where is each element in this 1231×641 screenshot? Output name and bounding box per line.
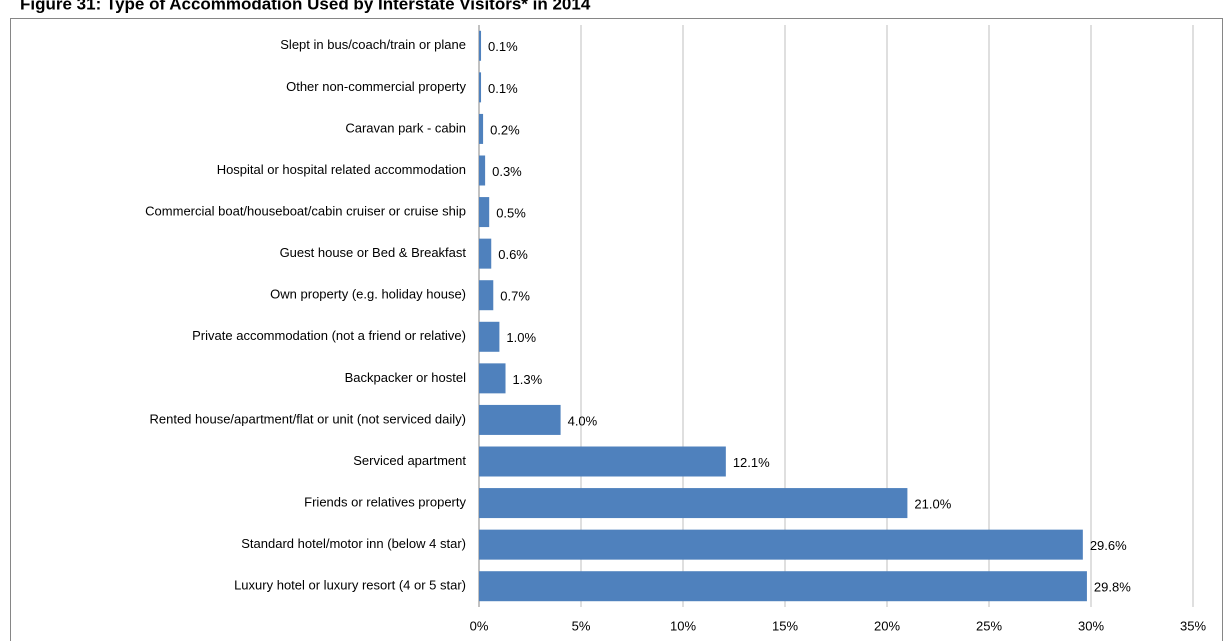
y-tick-label: Hospital or hospital related accommodati… xyxy=(217,162,466,177)
y-tick-label: Other non-commercial property xyxy=(286,79,466,94)
value-label: 4.0% xyxy=(568,413,598,428)
value-label: 0.1% xyxy=(488,81,518,96)
value-label: 12.1% xyxy=(733,455,770,470)
bar xyxy=(479,363,506,394)
value-label: 0.1% xyxy=(488,39,518,54)
x-tick-label: 10% xyxy=(670,618,696,633)
y-tick-label: Private accommodation (not a friend or r… xyxy=(192,328,466,343)
chart-title: Figure 31: Type of Accommodation Used by… xyxy=(20,0,591,13)
y-tick-label: Caravan park - cabin xyxy=(345,120,466,135)
y-tick-label: Luxury hotel or luxury resort (4 or 5 st… xyxy=(234,578,466,593)
bar xyxy=(479,280,494,311)
value-label: 0.5% xyxy=(496,206,526,221)
value-label: 0.3% xyxy=(492,164,522,179)
x-tick-label: 15% xyxy=(772,618,798,633)
x-tick-label: 0% xyxy=(470,618,489,633)
y-tick-label: Guest house or Bed & Breakfast xyxy=(280,245,467,260)
bar xyxy=(479,321,500,352)
value-label: 29.8% xyxy=(1094,580,1131,595)
bar xyxy=(479,529,1083,560)
bar xyxy=(479,155,486,186)
bar xyxy=(479,30,482,61)
bar xyxy=(479,488,908,519)
bar xyxy=(479,197,490,228)
y-tick-label: Friends or relatives property xyxy=(304,495,466,510)
bar xyxy=(479,238,492,269)
value-label: 1.0% xyxy=(506,330,536,345)
x-tick-label: 5% xyxy=(572,618,591,633)
y-tick-label: Backpacker or hostel xyxy=(345,370,467,385)
y-tick-label: Rented house/apartment/flat or unit (not… xyxy=(149,411,466,426)
value-label: 0.6% xyxy=(498,247,528,262)
value-label: 21.0% xyxy=(914,497,951,512)
y-tick-label: Own property (e.g. holiday house) xyxy=(270,287,466,302)
y-tick-label: Slept in bus/coach/train or plane xyxy=(280,37,466,52)
value-label: 0.2% xyxy=(490,122,520,137)
y-tick-label: Serviced apartment xyxy=(353,453,466,468)
value-label: 29.6% xyxy=(1090,538,1127,553)
x-tick-label: 20% xyxy=(874,618,900,633)
y-tick-label: Commercial boat/houseboat/cabin cruiser … xyxy=(145,204,466,219)
value-label: 0.7% xyxy=(500,289,530,304)
bar xyxy=(479,72,482,103)
x-tick-label: 25% xyxy=(976,618,1002,633)
value-label: 1.3% xyxy=(513,372,543,387)
x-tick-label: 35% xyxy=(1180,618,1206,633)
bar xyxy=(479,404,561,435)
x-tick-label: 30% xyxy=(1078,618,1104,633)
bar xyxy=(479,446,726,477)
bar xyxy=(479,113,484,144)
bar xyxy=(479,571,1087,602)
y-tick-label: Standard hotel/motor inn (below 4 star) xyxy=(241,536,466,551)
